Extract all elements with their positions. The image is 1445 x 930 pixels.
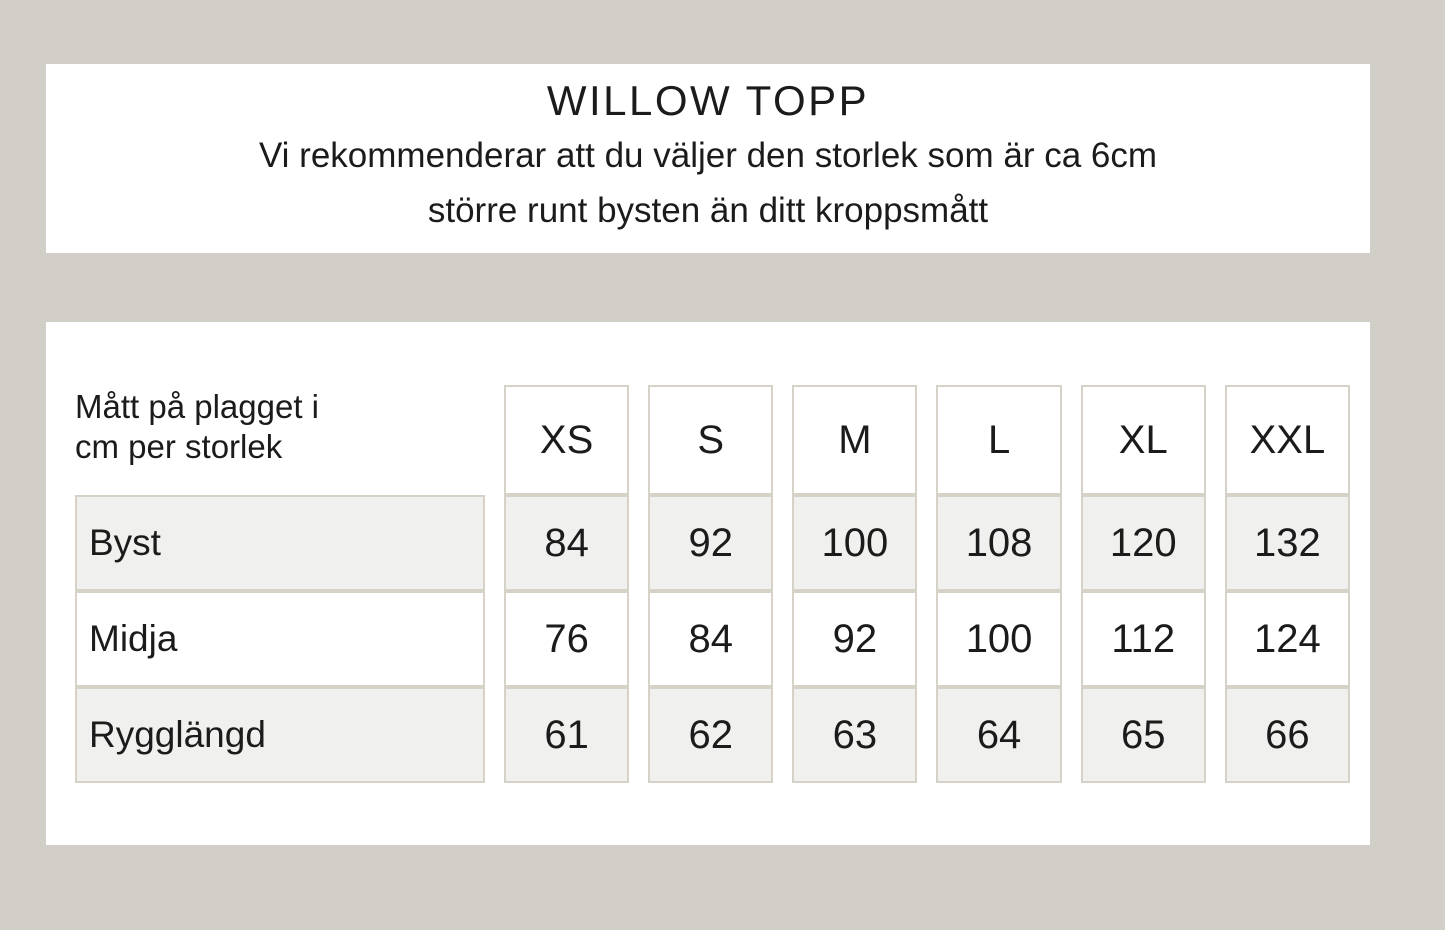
cell-byst-xxl: 132 bbox=[1224, 495, 1350, 591]
cell-rygglangd-l: 64 bbox=[936, 687, 1062, 783]
column-header-xs: XS bbox=[504, 385, 630, 495]
corner-label-line-2: cm per storlek bbox=[75, 428, 283, 466]
row-label-midja: Midja bbox=[75, 591, 485, 687]
row-label-rygglangd: Rygglängd bbox=[75, 687, 485, 783]
corner-label-line-1: Mått på plagget i bbox=[75, 388, 319, 425]
cell-byst-s: 92 bbox=[648, 495, 774, 591]
table-corner-header: Mått på plagget i cm per storlek bbox=[75, 385, 485, 495]
recommendation-line-2: större runt bysten än ditt kroppsmått bbox=[427, 190, 989, 230]
cell-midja-xl: 112 bbox=[1080, 591, 1206, 687]
cell-byst-xl: 120 bbox=[1080, 495, 1206, 591]
column-header-xl: XL bbox=[1080, 385, 1206, 495]
size-table: Mått på plagget i cm per storlek XS S M … bbox=[75, 385, 1350, 783]
recommendation-line-1: Vi rekommenderar att du väljer den storl… bbox=[258, 136, 1158, 176]
cell-byst-m: 100 bbox=[792, 495, 918, 591]
cell-midja-s: 84 bbox=[648, 591, 774, 687]
cell-midja-l: 100 bbox=[936, 591, 1062, 687]
cell-byst-l: 108 bbox=[936, 495, 1062, 591]
size-table-card: Mått på plagget i cm per storlek XS S M … bbox=[46, 322, 1370, 845]
recommendation-text: Vi rekommenderar att du väljer den storl… bbox=[259, 129, 1157, 238]
column-header-l: L bbox=[936, 385, 1062, 495]
cell-rygglangd-xl: 65 bbox=[1080, 687, 1206, 783]
size-table-grid: Mått på plagget i cm per storlek XS S M … bbox=[75, 385, 1350, 783]
page-title: WILLOW TOPP bbox=[546, 77, 870, 124]
cell-rygglangd-xs: 61 bbox=[504, 687, 630, 783]
column-header-s: S bbox=[648, 385, 774, 495]
cell-midja-xxl: 124 bbox=[1224, 591, 1350, 687]
cell-midja-xs: 76 bbox=[504, 591, 630, 687]
corner-label: Mått på plagget i cm per storlek bbox=[75, 385, 479, 468]
row-label-byst: Byst bbox=[75, 495, 485, 591]
header-card: WILLOW TOPP Vi rekommenderar att du välj… bbox=[46, 64, 1370, 253]
column-header-m: M bbox=[792, 385, 918, 495]
cell-byst-xs: 84 bbox=[504, 495, 630, 591]
cell-rygglangd-xxl: 66 bbox=[1224, 687, 1350, 783]
cell-rygglangd-m: 63 bbox=[792, 687, 918, 783]
cell-midja-m: 92 bbox=[792, 591, 918, 687]
column-header-xxl: XXL bbox=[1224, 385, 1350, 495]
cell-rygglangd-s: 62 bbox=[648, 687, 774, 783]
